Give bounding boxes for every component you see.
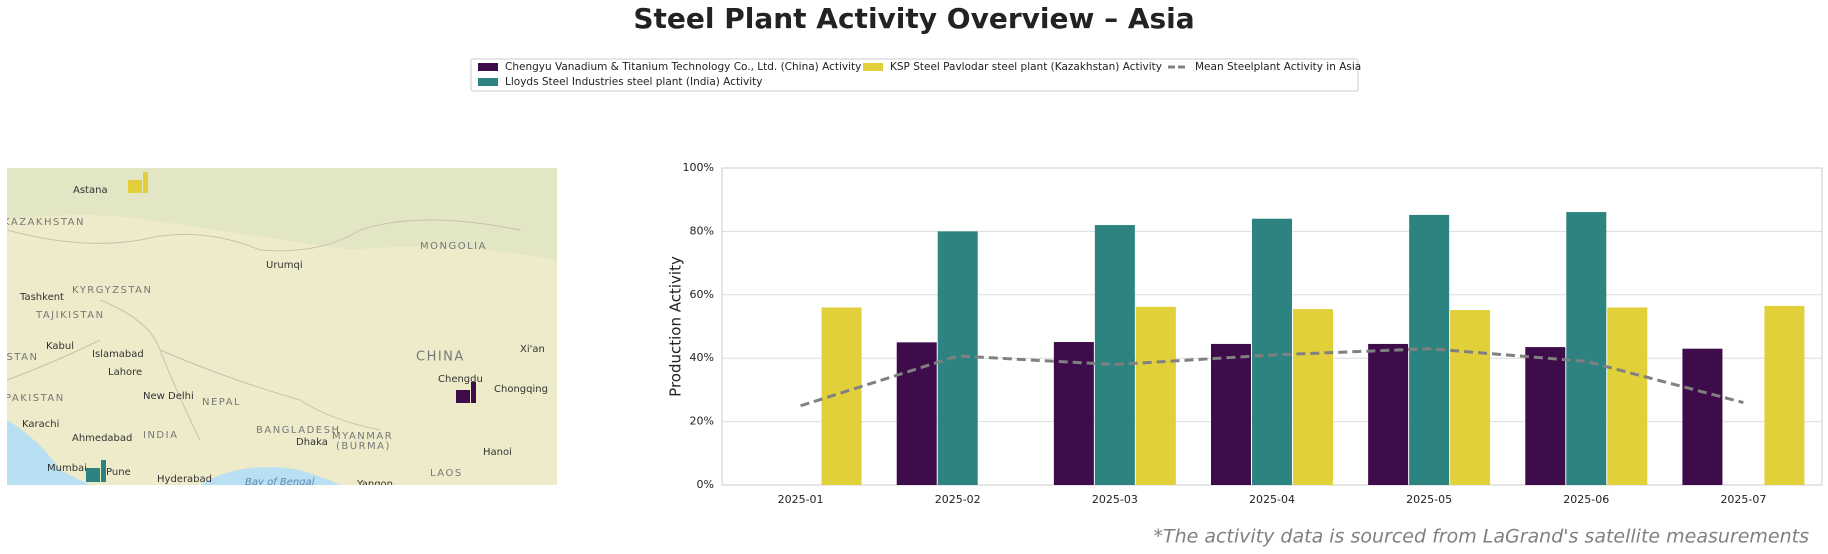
bar [1607, 307, 1648, 485]
map-label: (BURMA) [336, 441, 391, 452]
y-axis-label: Production Activity [667, 256, 685, 397]
map-label: BANGLADESH [256, 425, 340, 436]
bar [896, 342, 937, 485]
bar [1252, 218, 1292, 485]
map-label: Xi'an [520, 344, 545, 355]
map-label: Astana [73, 185, 108, 196]
bar [1764, 305, 1805, 485]
map-label: Lahore [108, 367, 142, 378]
y-tick-label: 80% [690, 224, 714, 237]
bar [1566, 212, 1607, 486]
map-label: NEPAL [202, 397, 241, 408]
plant-icon [86, 460, 106, 482]
map-label: Pune [106, 467, 131, 478]
bar [937, 231, 978, 485]
map-label: New Delhi [143, 391, 194, 402]
legend-label: Lloyds Steel Industries steel plant (Ind… [505, 76, 762, 88]
map-label: Chongqing [494, 384, 548, 395]
x-tick-label: 2025-02 [935, 493, 981, 506]
map-label: Kabul [46, 341, 74, 352]
map-label: LAOS [430, 468, 463, 479]
map-label: Ahmedabad [72, 433, 132, 444]
x-tick-label: 2025-07 [1720, 493, 1766, 506]
footnote: *The activity data is sourced from LaGra… [1153, 526, 1809, 548]
bar [1094, 225, 1135, 485]
map-label: Hyderabad [157, 474, 212, 485]
y-tick-label: 20% [690, 415, 714, 428]
y-tick-label: 40% [690, 351, 714, 364]
map-label: Urumqi [266, 260, 303, 271]
bar [1053, 342, 1094, 485]
title: Steel Plant Activity Overview – Asia [633, 2, 1194, 35]
legend-swatch [863, 63, 883, 71]
map-label: Mumbai [47, 463, 87, 474]
y-tick-label: 60% [690, 288, 714, 301]
map-label: Dhaka [296, 437, 328, 448]
map-label: PAKISTAN [5, 393, 65, 404]
y-tick-label: 0% [697, 478, 714, 491]
bar [1293, 309, 1333, 485]
plant-icon [456, 382, 476, 403]
map-label: Tashkent [19, 292, 64, 303]
bar [1450, 310, 1491, 485]
bar [1368, 343, 1409, 485]
legend-label: Chengyu Vanadium & Titanium Technology C… [505, 61, 861, 73]
x-tick-label: 2025-05 [1406, 493, 1452, 506]
map-label: Hanoi [483, 447, 512, 458]
legend: Chengyu Vanadium & Titanium Technology C… [478, 61, 1361, 88]
map-water [7, 420, 340, 485]
map-label: ISTAN [2, 352, 38, 363]
map-label: TAJIKISTAN [35, 310, 105, 321]
legend-box [470, 58, 1359, 92]
map-label: Islamabad [92, 349, 144, 360]
map-label: MYANMAR [332, 431, 393, 442]
legend-label: Mean Steelplant Activity in Asia [1195, 61, 1361, 73]
map-borders [7, 219, 521, 441]
x-tick-label: 2025-03 [1092, 493, 1138, 506]
map-label: INDIA [143, 430, 178, 441]
x-tick-label: 2025-01 [778, 493, 824, 506]
x-tick-label: 2025-06 [1563, 493, 1609, 506]
plant-icon [128, 172, 148, 193]
map-label: KYRGYZSTAN [72, 285, 152, 296]
map-label: KAZAKHSTAN [3, 217, 85, 228]
x-tick-label: 2025-04 [1249, 493, 1295, 506]
map-label: CHINA [416, 350, 465, 365]
bar [1211, 343, 1251, 485]
bar [1525, 347, 1566, 485]
map-label: Karachi [22, 419, 59, 430]
map: Astana KAZAKHSTAN MONGOLIA Urumqi KYRGYZ… [2, 168, 557, 490]
map-label: Yangon [356, 479, 393, 490]
bar [1682, 348, 1723, 485]
y-tick-label: 100% [683, 161, 714, 174]
legend-label: KSP Steel Pavlodar steel plant (Kazakhst… [890, 61, 1162, 73]
legend-swatch [478, 63, 498, 71]
map-label: Bay of Bengal [245, 477, 315, 488]
map-label: Chengdu [438, 374, 483, 385]
map-label: MONGOLIA [420, 241, 487, 252]
bar [1135, 306, 1176, 485]
legend-swatch [478, 78, 498, 86]
mean-line [800, 347, 1744, 408]
